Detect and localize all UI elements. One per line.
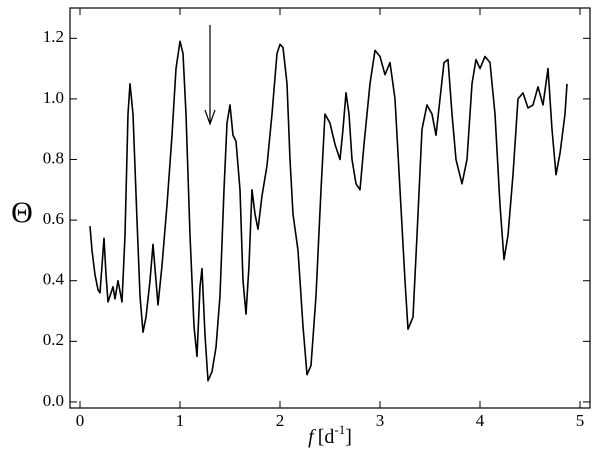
plot-frame xyxy=(69,7,591,409)
y-tick-label: 0.4 xyxy=(43,270,65,289)
x-tick-label: 4 xyxy=(476,411,485,430)
y-tick-label: 1.0 xyxy=(43,88,64,107)
y-tick-label: 0.6 xyxy=(43,209,64,228)
x-tick-label: 3 xyxy=(376,411,385,430)
x-label-variable: f xyxy=(308,426,316,448)
x-tick-label: 5 xyxy=(576,411,585,430)
y-axis-label: Θ xyxy=(11,196,33,229)
annotation-arrow xyxy=(204,25,216,126)
x-label-unit: [d xyxy=(318,426,335,448)
y-tick-label: 0.2 xyxy=(43,330,64,349)
y-tick-label: 0.0 xyxy=(43,391,64,410)
x-tick-label: 0 xyxy=(76,411,85,430)
x-label-exponent: -1 xyxy=(334,422,345,437)
x-axis-label: f [d-1] xyxy=(308,422,352,448)
y-tick-label: 0.8 xyxy=(43,148,64,167)
y-tick-label: 1.2 xyxy=(43,27,64,46)
data-line xyxy=(89,40,568,382)
x-label-close: ] xyxy=(345,426,352,448)
x-tick-label: 1 xyxy=(176,411,185,430)
x-tick-label: 2 xyxy=(276,411,285,430)
